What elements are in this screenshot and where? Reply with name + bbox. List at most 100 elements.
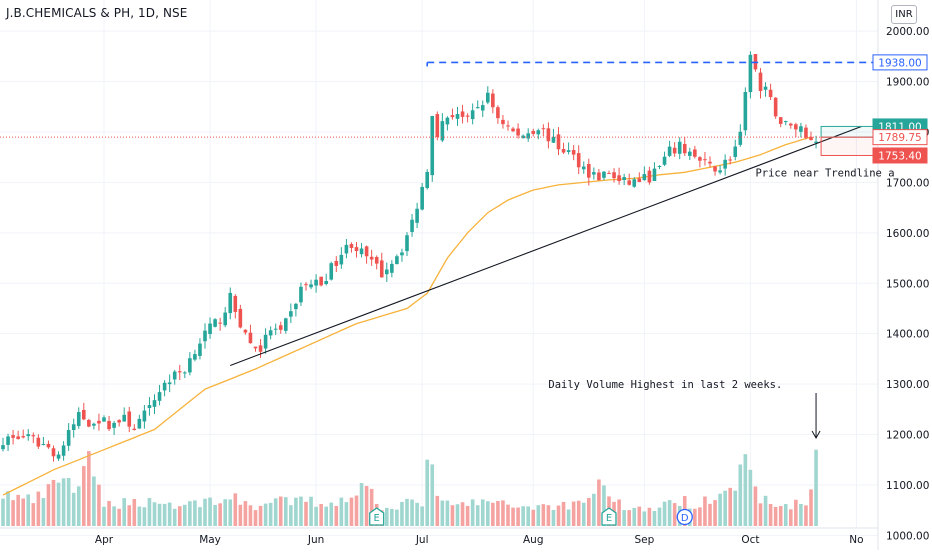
volume-bar (324, 506, 328, 526)
candle-body (491, 93, 495, 108)
volume-bar (359, 483, 364, 526)
candle-body (203, 330, 207, 342)
moving-average-line (2, 136, 812, 496)
volume-bar (1, 498, 5, 526)
candle-body (369, 256, 374, 260)
candle-body (117, 420, 121, 423)
candle-body (677, 141, 682, 154)
volume-bar (299, 496, 303, 526)
volume-bar (480, 499, 485, 526)
volume-bar (11, 500, 15, 526)
candle-body (410, 219, 414, 232)
candle-body (587, 163, 591, 178)
candle-body (804, 127, 808, 138)
volume-bar (521, 506, 525, 526)
volume-bar (783, 504, 788, 526)
candle-body (733, 146, 738, 157)
volume-bar (637, 506, 642, 526)
volume-bar (743, 454, 748, 526)
candle-body (364, 246, 369, 257)
volume-bar (16, 494, 20, 526)
volume-bar (809, 489, 813, 526)
candle-body (36, 437, 41, 447)
candle-body (359, 248, 364, 255)
volume-bar (87, 451, 91, 526)
candle-body (379, 260, 384, 278)
volume-bar (51, 479, 56, 526)
volume-bar (76, 486, 81, 526)
candle-body (622, 177, 626, 180)
currency-button[interactable]: INR (891, 5, 917, 24)
volume-bar (794, 499, 798, 526)
volume-bar (6, 491, 10, 526)
candle-body (263, 334, 268, 349)
candle-body (87, 420, 91, 427)
candle-body (652, 168, 657, 182)
volume-bar (733, 490, 738, 526)
volume-bar (122, 498, 126, 526)
candle-body (334, 260, 339, 266)
volume-bar (556, 505, 561, 526)
volume-bar (410, 499, 414, 526)
volume-bar (112, 506, 116, 526)
candle-body (475, 107, 480, 109)
volume-bar (531, 509, 536, 526)
volume-bar (334, 505, 339, 526)
price-label: 1938.00 (878, 57, 921, 69)
volume-bar (763, 495, 768, 526)
candle-body (405, 235, 409, 252)
candle-body (632, 179, 637, 187)
candle-body (268, 330, 273, 336)
candle-body (713, 166, 717, 172)
price-label-box (872, 147, 928, 164)
candle-body (82, 409, 86, 420)
earnings-marker-icon (369, 507, 385, 526)
volume-bar (789, 509, 793, 526)
volume-bar (203, 498, 207, 526)
y-tick-label: 2000.00 (886, 26, 929, 38)
candle-body (238, 308, 243, 328)
y-tick-label: 1600.00 (886, 228, 929, 240)
volume-bar (36, 491, 41, 526)
candle-body (31, 435, 36, 437)
candle-body (430, 115, 435, 176)
trendline (230, 125, 862, 366)
candle-body (541, 128, 546, 130)
volume-bar (132, 498, 137, 526)
volume-bar (319, 503, 323, 526)
candle-body (642, 174, 647, 181)
candle-body (198, 343, 202, 356)
volume-bar (400, 501, 404, 526)
volume-bar (758, 503, 763, 526)
volume-bar (728, 487, 732, 526)
volume-bar (617, 499, 621, 526)
candle-body (157, 392, 162, 401)
y-tick-label: 1500.00 (886, 278, 929, 290)
volume-bar (41, 498, 46, 526)
chart-title: J.B.CHEMICALS & PH, 1D, NSE (6, 6, 188, 20)
candle-body (698, 157, 702, 161)
volume-bar (526, 506, 530, 526)
candle-body (738, 131, 743, 145)
volume-bar (31, 503, 36, 526)
candle-body (546, 128, 551, 142)
volume-bars (1, 449, 818, 526)
candle-body (137, 418, 142, 429)
candle-body (314, 279, 318, 286)
volume-bar (167, 502, 172, 526)
volume-bar (253, 510, 258, 526)
stop-box (820, 136, 879, 156)
candle-body (521, 135, 525, 139)
volume-bar (440, 500, 445, 526)
volume-bar (314, 506, 318, 526)
candle-body (278, 325, 283, 330)
volume-bar (344, 502, 349, 526)
volume-bar (289, 505, 293, 526)
candle-body (26, 434, 31, 437)
candle-body (486, 92, 490, 103)
candles (1, 51, 818, 462)
x-tick-label: Apr (95, 534, 114, 546)
volume-bar (405, 498, 409, 526)
volume-bar (460, 502, 465, 526)
